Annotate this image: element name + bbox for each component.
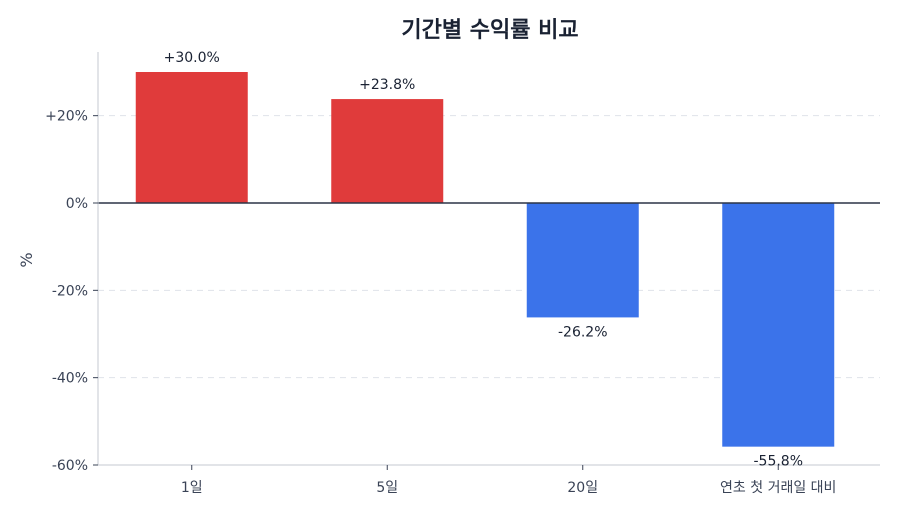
y-tick-label: 0%: [66, 196, 88, 212]
chart-title: 기간별 수익률 비교: [401, 18, 578, 43]
x-tick-label: 20일: [567, 480, 598, 496]
y-tick-label: -60%: [52, 458, 88, 474]
data-label: -55.8%: [753, 454, 803, 470]
x-ticks: 1일 5일 20일 연초 첫 거래일 대비: [181, 465, 836, 496]
data-labels: +30.0% +23.8% -26.2% -55.8%: [164, 50, 803, 470]
data-label: -26.2%: [558, 324, 608, 340]
bar-1: [135, 72, 248, 203]
x-tick-label: 5일: [376, 480, 398, 496]
y-tick-label: -40%: [52, 371, 88, 387]
y-axis-label: %: [17, 252, 36, 267]
x-tick-label: 연초 첫 거래일 대비: [720, 480, 836, 496]
data-label: +30.0%: [164, 50, 220, 66]
y-tick-label: +20%: [45, 109, 88, 125]
x-tick-label: 1일: [181, 480, 203, 496]
y-tick-label: -20%: [52, 283, 88, 299]
y-ticks: +20% 0% -20% -40% -60%: [45, 109, 98, 474]
bars: [98, 72, 880, 447]
data-label: +23.8%: [359, 77, 415, 93]
bar-4: [722, 203, 835, 447]
bar-3: [526, 203, 639, 318]
bar-2: [331, 99, 444, 203]
